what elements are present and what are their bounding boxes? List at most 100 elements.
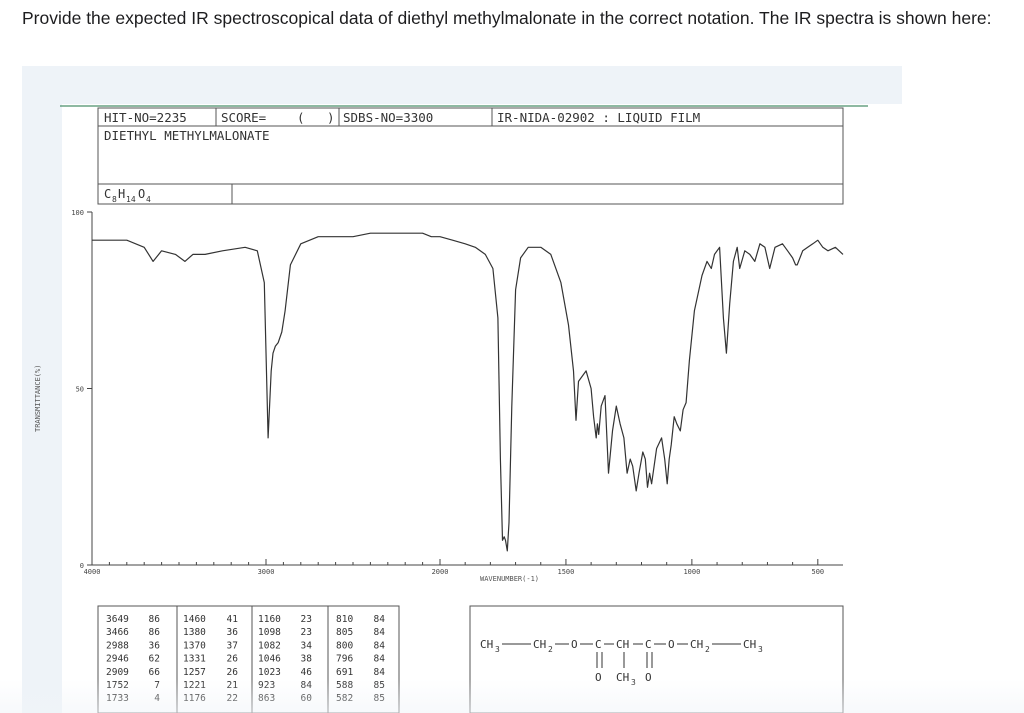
- peak-wavenumber: 1046: [258, 654, 281, 665]
- x-ticks: 4000 3000 2000 1500 1000 500: [84, 559, 824, 576]
- peak-wavenumber: 582: [336, 693, 353, 704]
- struct-ch2-right-sub: 2: [705, 645, 710, 654]
- struct-o-dbl-right: O: [645, 671, 652, 684]
- peak-wavenumber: 1160: [258, 614, 281, 625]
- peak-wavenumber: 923: [258, 680, 275, 691]
- y-ticks: 100 50 0: [71, 209, 92, 570]
- struct-o-right: O: [668, 638, 675, 651]
- peak-transmittance: 84: [374, 627, 386, 638]
- image-panel: [22, 66, 902, 713]
- hit-no: HIT-NO=2235: [104, 110, 187, 125]
- peak-transmittance: 38: [301, 654, 313, 665]
- struct-ch2-left: CH: [533, 638, 546, 651]
- peak-transmittance: 22: [227, 693, 238, 704]
- peak-wavenumber: 1221: [183, 680, 206, 691]
- ir-nida: IR-NIDA-02902 : LIQUID FILM: [497, 110, 700, 125]
- formula-h-sub: 14: [126, 195, 136, 204]
- y-axis-label: TRANSMITTANCE(%): [34, 365, 42, 432]
- sdbs-no: SDBS-NO=3300: [343, 110, 433, 125]
- struct-ch3-right-sub: 3: [758, 645, 763, 654]
- x-tick-label: 500: [811, 568, 824, 576]
- x-tick-label: 3000: [258, 568, 275, 576]
- peak-transmittance: 36: [227, 627, 239, 638]
- peak-transmittance: 60: [301, 693, 313, 704]
- formula-o-sub: 4: [146, 195, 151, 204]
- peak-transmittance: 26: [227, 667, 239, 678]
- struct-methyl-sub: 3: [631, 678, 636, 687]
- peak-wavenumber: 1082: [258, 640, 281, 651]
- peak-wavenumber: 3466: [106, 627, 129, 638]
- spectrum-sheet: [62, 104, 902, 713]
- peak-wavenumber: 805: [336, 627, 353, 638]
- score-label: SCORE=: [221, 110, 266, 125]
- peak-table-box: [97, 605, 400, 713]
- structure-formula: CH 3 CH 2 O C CH C O CH 2 CH 3 O CH 3 O: [480, 638, 763, 687]
- peak-transmittance: 62: [149, 654, 160, 665]
- peak-transmittance: 41: [227, 614, 239, 625]
- x-axis-label: WAVENUMBER(-1): [480, 575, 539, 583]
- peak-wavenumber: 1733: [106, 693, 129, 704]
- peak-wavenumber: 2988: [106, 640, 129, 651]
- peak-wavenumber: 2909: [106, 667, 129, 678]
- x-tick-label: 2000: [432, 568, 449, 576]
- header-box: [97, 107, 844, 205]
- peak-transmittance: 36: [149, 640, 161, 651]
- peak-transmittance: 84: [374, 654, 386, 665]
- x-tick-label: 1000: [683, 568, 700, 576]
- x-tick-label: 1500: [558, 568, 575, 576]
- sdbs-close-paren: ): [327, 110, 335, 125]
- struct-o-left: O: [571, 638, 578, 651]
- peak-transmittance: 84: [374, 614, 386, 625]
- structure-box: [469, 605, 844, 713]
- peak-wavenumber: 810: [336, 614, 353, 625]
- struct-c-right: C: [645, 638, 652, 651]
- compound-name: DIETHYL METHYLMALONATE: [104, 128, 270, 143]
- peak-wavenumber: 863: [258, 693, 275, 704]
- spectrum-line: [92, 232, 844, 552]
- formula-o: O: [138, 187, 145, 201]
- struct-ch2-right: CH: [690, 638, 703, 651]
- struct-ch3-left: CH: [480, 638, 493, 651]
- peak-wavenumber: 3649: [106, 614, 129, 625]
- peak-transmittance: 46: [301, 667, 313, 678]
- peak-transmittance: 86: [149, 627, 161, 638]
- y-tick-label: 0: [80, 562, 84, 570]
- peak-wavenumber: 800: [336, 640, 353, 651]
- x-tick-label: 4000: [84, 568, 101, 576]
- formula-c: C: [104, 187, 111, 201]
- peak-wavenumber: 1023: [258, 667, 281, 678]
- struct-ch2-left-sub: 2: [548, 645, 553, 654]
- peak-transmittance: 4: [154, 693, 160, 704]
- peak-transmittance: 85: [374, 680, 385, 691]
- peak-transmittance: 84: [301, 680, 313, 691]
- peak-transmittance: 37: [227, 640, 238, 651]
- peak-transmittance: 23: [301, 614, 312, 625]
- peak-wavenumber: 1370: [183, 640, 206, 651]
- peak-transmittance: 66: [149, 667, 161, 678]
- peak-transmittance: 21: [227, 680, 239, 691]
- peak-wavenumber: 588: [336, 680, 353, 691]
- molecular-formula: C 8 H 14 O 4: [104, 187, 151, 204]
- peak-wavenumber: 1176: [183, 693, 206, 704]
- peak-wavenumber: 2946: [106, 654, 129, 665]
- formula-c-sub: 8: [112, 195, 117, 204]
- peak-transmittance: 84: [374, 640, 386, 651]
- formula-h: H: [118, 187, 125, 201]
- peak-transmittance: 7: [154, 680, 160, 691]
- peak-transmittance: 23: [301, 627, 312, 638]
- struct-o-dbl-left: O: [595, 671, 602, 684]
- peak-wavenumber: 1257: [183, 667, 206, 678]
- y-tick-label: 100: [71, 209, 84, 217]
- struct-c-left: C: [595, 638, 602, 651]
- struct-ch: CH: [616, 638, 629, 651]
- score-open-paren: (: [297, 110, 305, 125]
- peak-wavenumber: 1380: [183, 627, 206, 638]
- peak-transmittance: 34: [301, 640, 313, 651]
- peak-wavenumber: 796: [336, 654, 353, 665]
- struct-ch3-right: CH: [743, 638, 756, 651]
- peak-transmittance: 85: [374, 693, 385, 704]
- peak-table: 3649 86 3466 86 2988 36 2946 62 2909 66 1752 7 1733 4…: [106, 614, 385, 704]
- peak-transmittance: 84: [374, 667, 386, 678]
- peak-transmittance: 26: [227, 654, 239, 665]
